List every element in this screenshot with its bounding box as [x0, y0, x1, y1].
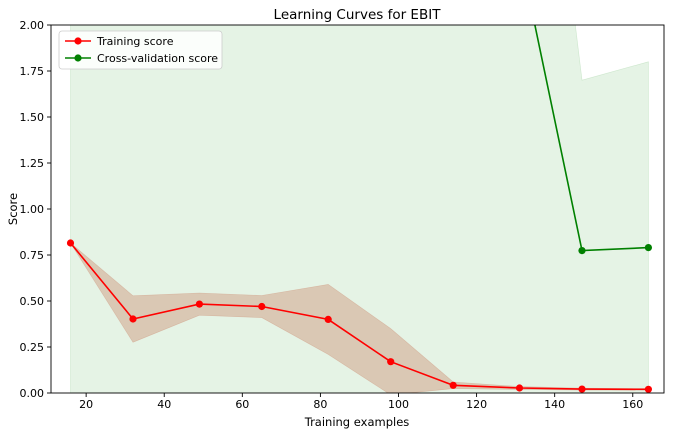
x-tick-label: 60 [235, 398, 249, 411]
y-tick-label: 1.25 [20, 157, 45, 170]
training-score-point [449, 381, 457, 389]
cross-validation-score-point [644, 244, 653, 252]
x-tick-label: 160 [622, 398, 643, 411]
training-score-point [66, 239, 75, 247]
score-points [66, 239, 653, 393]
legend-training-marker [74, 37, 82, 45]
y-tick-label: 1.00 [20, 203, 45, 216]
training-score-point [324, 315, 332, 323]
x-axis-label: Training examples [304, 415, 410, 429]
chart-title: Learning Curves for EBIT [274, 7, 442, 23]
legend-box [58, 30, 223, 70]
y-tick-label: 0.75 [20, 249, 45, 262]
cross-validation-score-line [534, 25, 649, 252]
x-tick-label: 140 [544, 398, 565, 411]
legend-training-label: Training score [96, 35, 174, 48]
training-score-point [387, 358, 395, 366]
y-tick-label: 2.00 [20, 19, 45, 32]
y-axis-label: Score [6, 193, 20, 225]
legend-cv-label: Cross-validation score [97, 52, 218, 65]
training-score-point [578, 385, 586, 393]
y-tick-label: 0.50 [20, 295, 45, 308]
training-score-point [129, 315, 137, 323]
x-tick-label: 40 [157, 398, 171, 411]
training-score-point [195, 300, 203, 308]
training-score-point [644, 385, 653, 393]
cross-validation-score-point [578, 247, 586, 255]
y-axis: 0.00 0.25 0.50 0.75 1.00 1.25 1.50 1.75 2.00 [20, 19, 51, 400]
training-score-point [258, 302, 266, 311]
x-tick-label: 80 [313, 398, 327, 411]
y-tick-label: 1.50 [20, 111, 45, 124]
legend-cv-marker [74, 54, 82, 62]
x-axis: 20 40 60 80 100 120 140 160 [79, 393, 643, 411]
legend: Training score Cross-validation score [58, 30, 223, 70]
training-score-line [69, 242, 649, 391]
y-tick-label: 0.25 [20, 341, 45, 354]
y-tick-label: 0.00 [20, 387, 45, 400]
x-tick-label: 100 [388, 398, 409, 411]
x-tick-label: 120 [466, 398, 487, 411]
training-score-point [515, 384, 524, 392]
y-tick-label: 1.75 [20, 65, 45, 78]
x-tick-label: 20 [79, 398, 93, 411]
score-lines [69, 25, 649, 391]
